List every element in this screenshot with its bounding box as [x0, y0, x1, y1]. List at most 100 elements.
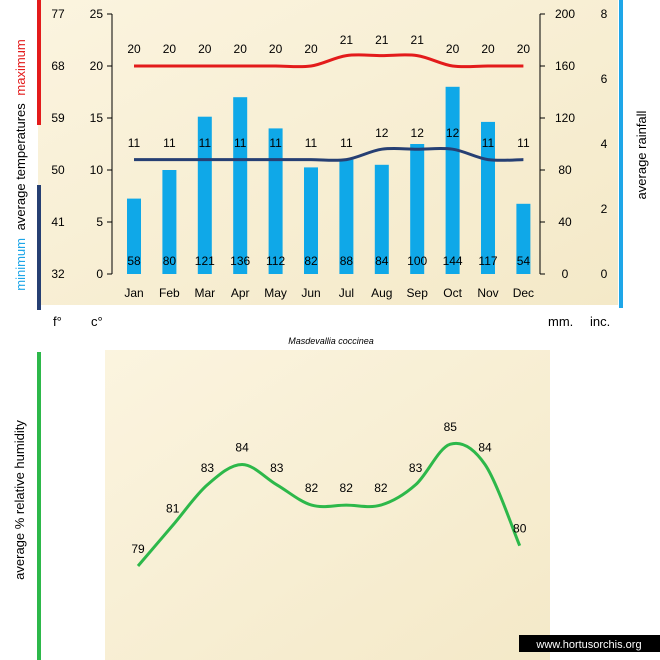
top-axes: 0325411050155920682577040801201602000246… — [51, 7, 607, 300]
max-marker-bar — [37, 0, 41, 125]
mm-tick-label: 0 — [562, 267, 569, 281]
min-value-label: 11 — [199, 136, 212, 150]
rainfall-bar — [197, 116, 212, 274]
humidity-value-label: 82 — [374, 481, 388, 495]
month-label: Feb — [159, 286, 180, 300]
max-value-label: 21 — [411, 33, 425, 47]
inc-tick-label: 6 — [601, 72, 608, 86]
mm-tick-label: 120 — [555, 111, 575, 125]
f-tick-label: 59 — [51, 111, 65, 125]
chart-title: Masdevallia coccinea — [288, 336, 374, 346]
humidity-value-label: 82 — [340, 481, 354, 495]
min-value-label: 11 — [305, 136, 318, 150]
unit-f: f° — [53, 314, 62, 329]
rainfall-value-label: 80 — [163, 254, 177, 268]
rainfall-axis-title: average rainfall — [634, 110, 649, 199]
max-value-label: 20 — [481, 42, 495, 56]
mm-tick-label: 160 — [555, 59, 575, 73]
watermark: www.hortusorchis.org — [535, 639, 641, 651]
avg-temp-word: average temperatures — [13, 103, 28, 231]
unit-mm: mm. — [548, 314, 573, 329]
humidity-value-label: 83 — [409, 461, 423, 475]
rainfall-value-label: 117 — [478, 254, 497, 268]
humidity-chart: 79 81 83 84 83 82 82 82 83 85 84 80 — [131, 420, 527, 567]
rainfall-value-label: 54 — [517, 254, 531, 268]
top-chart-background — [38, 0, 618, 305]
min-value-label: 11 — [163, 136, 176, 150]
rainfall-bar — [233, 97, 248, 274]
max-value-label: 20 — [446, 42, 460, 56]
rainfall-value-label: 84 — [375, 254, 389, 268]
month-label: Sep — [407, 286, 429, 300]
humidity-marker-bar — [37, 352, 41, 660]
c-tick-label: 5 — [96, 215, 103, 229]
rainfall-value-label: 144 — [443, 254, 463, 268]
min-value-label: 11 — [517, 136, 530, 150]
rainfall-value-label: 121 — [195, 254, 215, 268]
rainfall-bar — [516, 203, 531, 274]
month-label: May — [264, 286, 287, 300]
f-tick-label: 32 — [51, 267, 65, 281]
max-value-label: 20 — [269, 42, 283, 56]
min-value-label: 12 — [411, 126, 425, 140]
min-marker-bar — [37, 185, 41, 310]
humidity-value-label: 85 — [444, 420, 458, 434]
rainfall-value-label: 112 — [266, 254, 285, 268]
humidity-value-label: 79 — [131, 542, 145, 556]
c-tick-label: 10 — [90, 163, 104, 177]
month-label: Aug — [371, 286, 392, 300]
rainfall-bar — [304, 167, 318, 274]
c-tick-label: 25 — [90, 7, 104, 21]
month-label: Dec — [513, 286, 534, 300]
min-word: minimum — [13, 238, 28, 291]
rainfall-value-label: 82 — [304, 254, 318, 268]
f-tick-label: 77 — [51, 7, 65, 21]
inc-tick-label: 4 — [601, 137, 608, 151]
unit-inc: inc. — [590, 314, 610, 329]
humidity-value-label: 84 — [235, 441, 249, 455]
min-value-label: 12 — [375, 126, 389, 140]
rainfall-value-label: 88 — [340, 254, 354, 268]
mm-tick-label: 200 — [555, 7, 575, 21]
month-label: Mar — [194, 286, 215, 300]
temperature-lines — [133, 53, 524, 162]
min-value-label: 11 — [128, 136, 141, 150]
humidity-value-label: 81 — [166, 501, 180, 515]
rainfall-marker-bar — [619, 0, 623, 308]
temperature-axis-title: minimum average temperatures maximum — [13, 39, 28, 291]
month-label: Apr — [231, 286, 250, 300]
rainfall-value-label: 58 — [127, 254, 141, 268]
rainfall-bar — [339, 159, 354, 274]
rainfall-bar — [268, 128, 283, 274]
humidity-value-label: 83 — [201, 461, 215, 475]
inc-tick-label: 0 — [601, 267, 608, 281]
rainfall-bar — [445, 86, 460, 274]
max-value-label: 21 — [375, 33, 389, 47]
left-axis-label: minimum average temperatures maximum — [13, 0, 41, 310]
rainfall-bars — [127, 86, 531, 275]
humidity-value-label: 82 — [305, 481, 319, 495]
rainfall-bar — [127, 198, 141, 274]
min-value-label: 11 — [340, 136, 353, 150]
inc-tick-label: 8 — [601, 7, 608, 21]
c-tick-label: 15 — [90, 111, 104, 125]
unit-c: c° — [91, 314, 103, 329]
month-label: Oct — [443, 286, 462, 300]
month-label: Jan — [124, 286, 143, 300]
humidity-value-label: 83 — [270, 461, 284, 475]
inc-tick-label: 2 — [601, 202, 608, 216]
min-value-label: 11 — [482, 136, 495, 150]
min-value-label: 12 — [446, 126, 460, 140]
max-value-label: 20 — [127, 42, 141, 56]
max-value-label: 20 — [198, 42, 212, 56]
month-label: Jun — [301, 286, 320, 300]
humidity-value-label: 84 — [478, 441, 492, 455]
data-labels: 20 20 20 20 20 20 21 21 21 20 20 20 11 11 11 11 11 11 11 12… — [127, 33, 530, 268]
min-value-label: 11 — [234, 136, 247, 150]
max-temp-line — [134, 53, 524, 69]
humidity-value-label: 80 — [513, 522, 527, 536]
min-value-label: 11 — [269, 136, 282, 150]
min-temp-line — [133, 146, 524, 162]
rainfall-bar — [374, 164, 389, 274]
